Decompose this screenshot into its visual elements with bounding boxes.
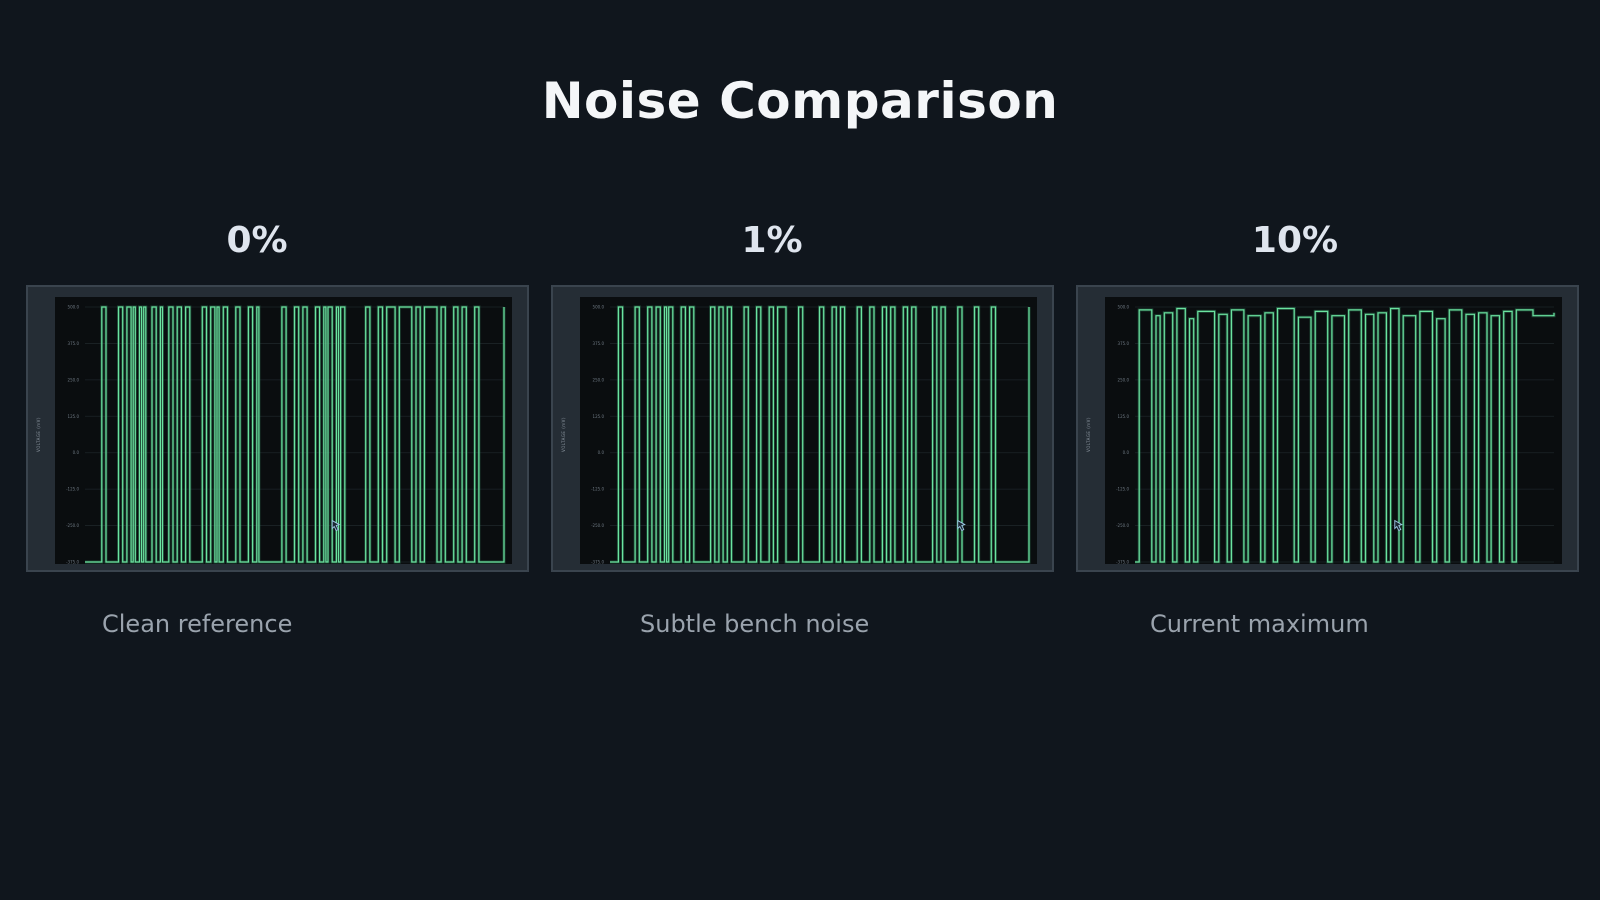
oscilloscope-frame-1: 500.0 375.0 250.0 125.0 0.0 -125.0 -250.0 -375.… [551, 285, 1054, 572]
mouse-pointer-icon [1394, 519, 1403, 532]
signal-trace [610, 306, 1030, 563]
y-axis-title: VOLTAGE (mV) [561, 417, 566, 452]
y-tick-label: 375.0 [593, 341, 605, 346]
y-tick-label: -375.0 [66, 560, 79, 565]
panel-caption-1: Subtle bench noise [640, 610, 870, 638]
y-tick-label: 500.0 [1118, 305, 1130, 310]
y-tick-label: 0.0 [598, 450, 605, 455]
panel-caption-2: Current maximum [1150, 610, 1369, 638]
signal-trace [1135, 307, 1555, 563]
y-tick-label: 125.0 [1118, 414, 1130, 419]
panel-heading-1: 1% [741, 220, 803, 261]
signal-trace [85, 306, 505, 563]
oscilloscope-chart-2: 500.0 375.0 250.0 125.0 0.0 -125.0 -250.0 -375.… [1086, 297, 1562, 565]
y-tick-label: -250.0 [66, 523, 79, 528]
oscilloscope-chart-1: 500.0 375.0 250.0 125.0 0.0 -125.0 -250.0 -375.… [561, 297, 1037, 565]
page-title: Noise Comparison [541, 72, 1059, 130]
y-tick-label: 250.0 [593, 377, 605, 382]
y-tick-label: 500.0 [68, 305, 80, 310]
y-tick-label: 375.0 [1118, 341, 1130, 346]
oscilloscope-frame-2: 500.0 375.0 250.0 125.0 0.0 -125.0 -250.0 -375.… [1076, 285, 1579, 572]
y-tick-label: 250.0 [68, 377, 80, 382]
y-axis-title: VOLTAGE (mV) [1086, 417, 1091, 452]
y-tick-label: 0.0 [1123, 450, 1130, 455]
panel-heading-0: 0% [226, 220, 288, 261]
y-axis-title: VOLTAGE (mV) [36, 417, 41, 452]
y-tick-label: -375.0 [591, 560, 604, 565]
y-tick-label: -125.0 [591, 487, 604, 492]
panel-heading-2: 10% [1251, 220, 1339, 261]
y-tick-label: -125.0 [1116, 487, 1129, 492]
y-tick-label: 125.0 [593, 414, 605, 419]
oscilloscope-frame-0: 500.0 375.0 250.0 125.0 0.0 -125.0 -250.0 -375.… [26, 285, 529, 572]
y-tick-label: -250.0 [591, 523, 604, 528]
panel-caption-0: Clean reference [102, 610, 293, 638]
oscilloscope-chart-0: 500.0 375.0 250.0 125.0 0.0 -125.0 -250.0 -375.… [36, 297, 512, 565]
y-tick-label: -125.0 [66, 487, 79, 492]
y-tick-label: -250.0 [1116, 523, 1129, 528]
y-tick-label: 125.0 [68, 414, 80, 419]
mouse-pointer-icon [331, 519, 341, 532]
y-tick-label: 250.0 [1118, 377, 1130, 382]
y-tick-label: 375.0 [68, 341, 80, 346]
y-tick-label: 0.0 [73, 450, 80, 455]
y-tick-label: 500.0 [593, 305, 605, 310]
mouse-pointer-icon [957, 519, 966, 532]
y-tick-label: -375.0 [1116, 560, 1129, 565]
